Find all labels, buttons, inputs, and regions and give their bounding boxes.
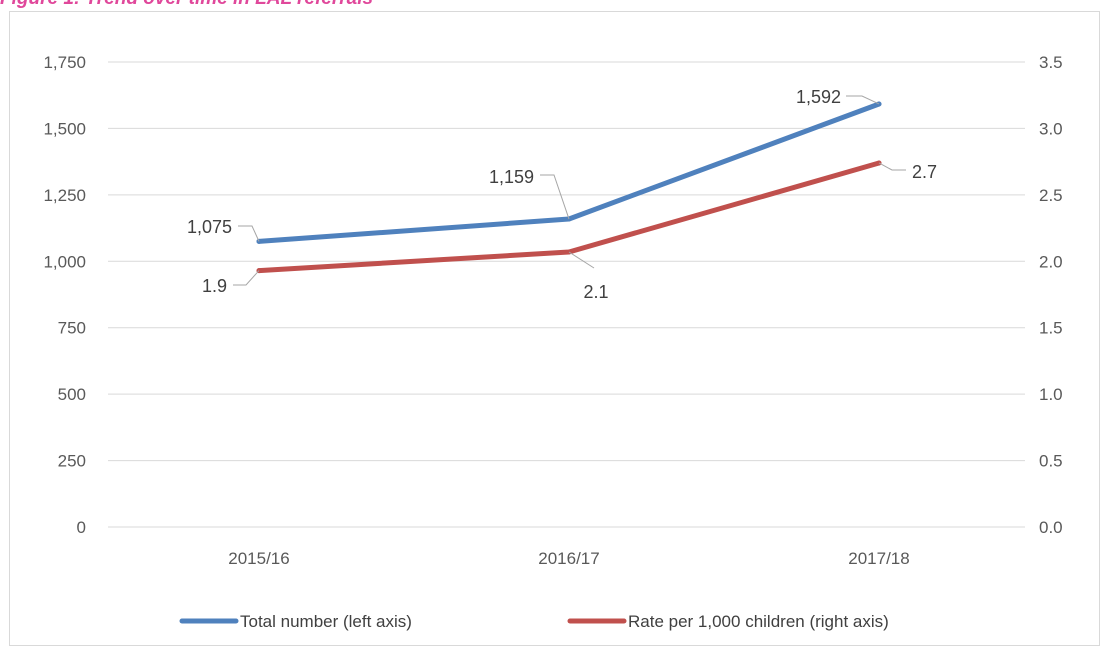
data-label-total-number: 1,075 [187,217,232,237]
right-axis-tick-label: 1.0 [1039,385,1063,404]
x-axis-tick-label: 2016/17 [538,549,599,568]
left-axis-tick-label: 250 [58,452,86,471]
chart-frame [9,11,1100,646]
right-axis-tick-label: 1.5 [1039,319,1063,338]
data-label-rate: 1.9 [202,276,227,296]
left-axis-tick-label: 500 [58,385,86,404]
x-axis-tick-label: 2017/18 [848,549,909,568]
right-axis-tick-label: 2.0 [1039,252,1063,271]
legend-label: Total number (left axis) [240,612,412,631]
right-axis-tick-label: 2.5 [1039,186,1063,205]
data-label-rate: 2.7 [912,162,937,182]
data-label-leader [878,162,906,171]
x-axis-tick-label: 2015/16 [228,549,289,568]
right-axis-tick-label: 0.5 [1039,452,1063,471]
left-axis-tick-label: 1,750 [43,53,86,72]
right-axis-tick-label: 3.0 [1039,119,1063,138]
left-axis-tick-label: 0 [77,518,86,537]
data-label-rate: 2.1 [583,282,608,302]
legend-label: Rate per 1,000 children (right axis) [628,612,889,631]
data-label-leader [238,225,260,242]
left-axis-tick-label: 750 [58,319,86,338]
data-label-leader [568,251,595,269]
data-label-leader [846,95,880,105]
left-axis-tick-label: 1,500 [43,119,86,138]
data-label-total-number: 1,159 [489,167,534,187]
data-label-leader [233,270,260,286]
data-label-leader [540,174,570,220]
left-axis-tick-label: 1,250 [43,186,86,205]
left-axis-tick-label: 1,000 [43,252,86,271]
figure-title: Figure 1: Trend over time in LAL referra… [0,0,373,10]
right-axis-tick-label: 0.0 [1039,518,1063,537]
right-axis-tick-label: 3.5 [1039,53,1063,72]
data-label-total-number: 1,592 [796,87,841,107]
